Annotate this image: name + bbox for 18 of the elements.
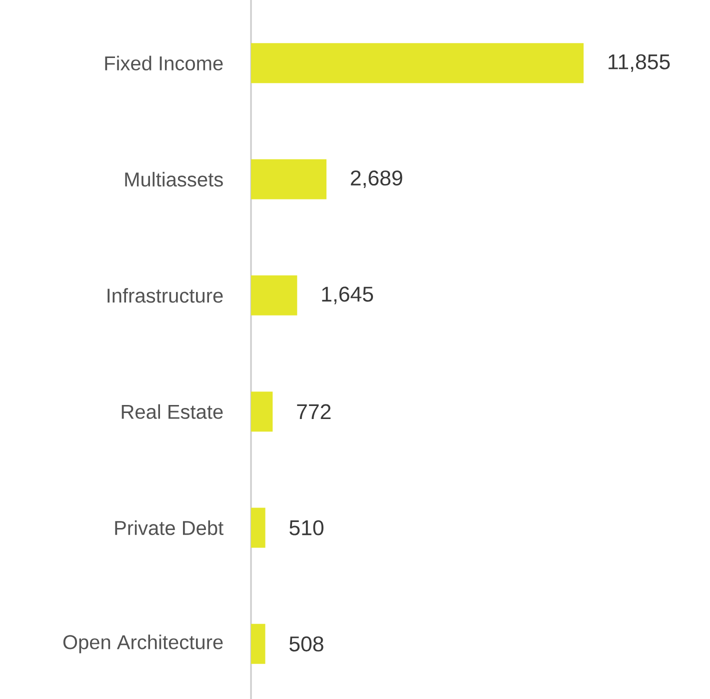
- data-label: 508: [289, 636, 324, 652]
- y-tick-label: Infrastructure: [108, 288, 223, 303]
- bar: [251, 508, 266, 548]
- y-tick-label: Multiassets: [125, 172, 223, 187]
- y-tick-label: Private Debt: [115, 520, 224, 536]
- y-tick-label: Open Architecture: [63, 634, 223, 654]
- data-label: 772: [297, 404, 331, 420]
- bar: [251, 43, 584, 84]
- y-tick-label: Real Estate: [122, 404, 223, 419]
- bar: [251, 275, 298, 316]
- data-label: 510: [290, 520, 324, 536]
- data-label: 11,855: [608, 54, 670, 72]
- data-label: 2,689: [350, 170, 402, 188]
- bar: [251, 392, 273, 432]
- data-label: 1,645: [322, 286, 374, 304]
- y-tick-label: Fixed Income: [105, 56, 223, 70]
- bar: [251, 624, 266, 664]
- bar: [251, 159, 326, 200]
